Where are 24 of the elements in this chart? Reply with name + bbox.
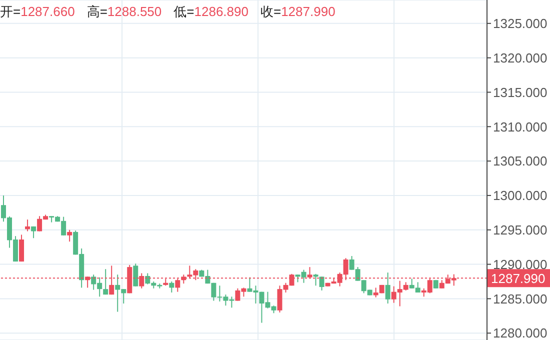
y-tick-label: 1295.000 — [493, 222, 548, 238]
candlestick — [385, 272, 390, 304]
y-tick-label: 1285.000 — [493, 291, 548, 306]
annotation: 高=1288.550 — [86, 4, 162, 19]
candlestick — [67, 229, 72, 242]
ref-line-label: 1287.990 — [491, 271, 546, 286]
candlestick — [103, 268, 108, 296]
y-tick-label: 1290.000 — [493, 256, 548, 272]
y-tick-label: 1315.000 — [493, 84, 548, 100]
candlestick — [319, 276, 324, 291]
candlestick — [25, 219, 30, 232]
annotation: 收=1287.990 — [260, 4, 336, 19]
y-tick-label: 1325.000 — [493, 16, 548, 32]
candlestick — [169, 281, 174, 294]
y-tick-label: 1310.000 — [493, 119, 548, 134]
y-tick-label: 1320.000 — [493, 50, 548, 66]
annotation: 开=1287.660 — [0, 4, 75, 19]
y-tick-label: 1300.000 — [493, 188, 548, 204]
y-tick-label: 1280.000 — [493, 326, 548, 340]
annotation: 低=1286.890 — [174, 4, 248, 19]
candlestick — [19, 234, 24, 262]
candlestick — [133, 263, 138, 287]
y-tick-label: 1305.000 — [493, 154, 548, 169]
candlestick — [313, 273, 318, 286]
